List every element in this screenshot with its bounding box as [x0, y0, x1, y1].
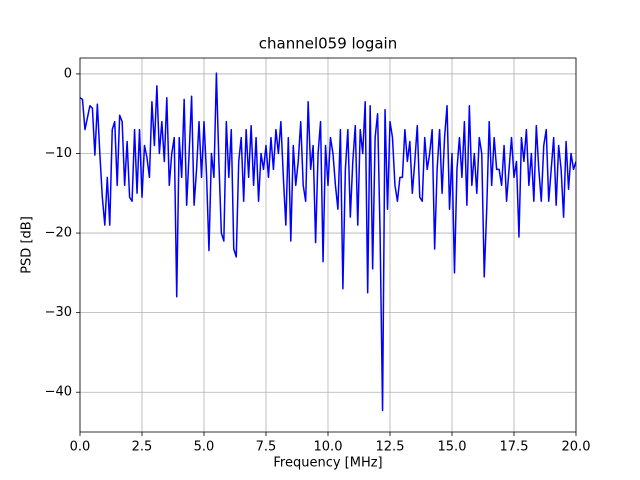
x-tick-label: 17.5	[500, 440, 529, 455]
y-tick-label: −20	[45, 226, 72, 241]
y-tick-label: −30	[45, 305, 72, 320]
x-tick-label: 7.5	[256, 440, 277, 455]
x-axis-label: Frequency [MHz]	[273, 456, 382, 471]
x-tick-label: 12.5	[376, 440, 405, 455]
y-tick-label: 0	[64, 66, 72, 81]
line-series	[80, 72, 576, 412]
y-tick-label: −40	[45, 385, 72, 400]
y-tick-label: −10	[45, 146, 72, 161]
x-tick-label: 20.0	[562, 440, 591, 455]
x-tick-label: 5.0	[194, 440, 215, 455]
chart-title: channel059 logain	[259, 35, 398, 53]
x-tick-label: 0.0	[70, 440, 91, 455]
x-tick-label: 10.0	[314, 440, 343, 455]
x-tick-label: 15.0	[438, 440, 467, 455]
plot-frame	[79, 57, 577, 433]
y-axis-label: PSD [dB]	[20, 216, 35, 274]
x-tick-label: 2.5	[132, 440, 153, 455]
